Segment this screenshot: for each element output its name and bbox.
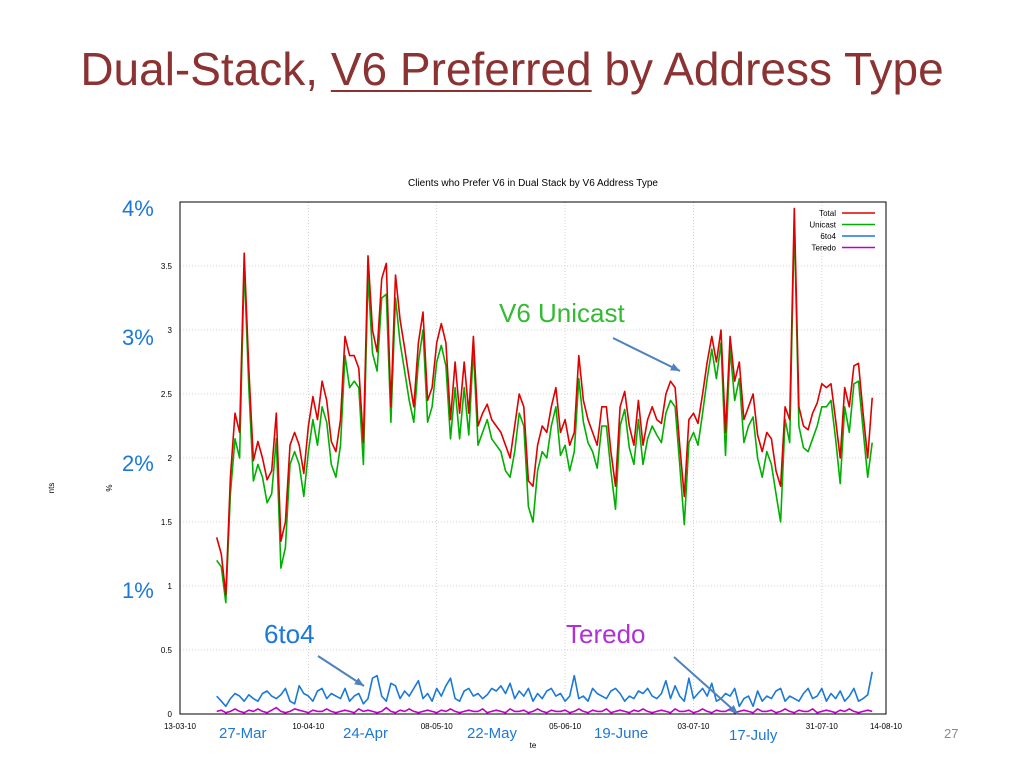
date-label-17-july: 17-July <box>729 727 778 744</box>
x-tick-label: 14-08-10 <box>870 722 903 731</box>
v6-unicast-arrow-head <box>670 363 680 371</box>
y-tick-label: 0.5 <box>161 646 173 655</box>
slide-title: Dual-Stack, V6 Preferred by Address Type <box>40 40 984 98</box>
x-tick-label: 13-03-10 <box>164 722 197 731</box>
plot-frame <box>179 201 887 715</box>
series-line-total <box>215 207 873 596</box>
pct-label-4: 4% <box>122 196 154 221</box>
y-tick-label: 2.5 <box>161 390 173 399</box>
series-line-unicast <box>216 220 873 604</box>
y-tick-label: 1.5 <box>161 518 173 527</box>
teredo-annotation: Teredo <box>566 619 646 649</box>
sixto4-arrow-head <box>354 677 364 686</box>
date-label-27-mar: 27-Mar <box>219 725 267 742</box>
teredo-arrow-head <box>728 704 738 714</box>
y-tick-label: 3 <box>168 326 173 335</box>
title-part-2: by Address Type <box>591 43 944 95</box>
pct-label-1: 1% <box>122 578 154 603</box>
date-label-19-june: 19-June <box>594 725 649 742</box>
teredo-arrow <box>673 656 739 715</box>
y-tick-label: 2 <box>168 454 173 463</box>
x-tick-label: 08-05-10 <box>421 722 454 731</box>
x-axis-label: te <box>530 741 537 750</box>
y-axis-label: %nts <box>47 483 114 494</box>
chart-title: Clients who Prefer V6 in Dual Stack by V… <box>408 178 658 189</box>
series-line-6to4 <box>216 671 873 708</box>
legend-label-total: Total <box>819 209 836 218</box>
legend-label-teredo: Teredo <box>812 244 837 253</box>
legend-label-6to4: 6to4 <box>820 232 836 241</box>
series-line-teredo <box>216 706 873 714</box>
x-tick-label: 05-06-10 <box>549 722 582 731</box>
date-label-24-apr: 24-Apr <box>343 725 389 742</box>
x-tick-label: 31-07-10 <box>806 722 839 731</box>
date-label-22-may: 22-May <box>467 725 518 742</box>
title-underlined: V6 Preferred <box>330 43 592 95</box>
x-tick-label: 03-07-10 <box>677 722 710 731</box>
v6-unicast-arrow <box>612 337 681 372</box>
pct-label-2: 2% <box>122 451 154 476</box>
y-tick-label: 1 <box>168 582 173 591</box>
pct-label-3: 3% <box>122 325 154 350</box>
page-number: 27 <box>944 726 959 741</box>
v6-unicast-annotation: V6 Unicast <box>499 298 625 328</box>
y-tick-label: 0 <box>168 710 173 719</box>
sixto4-annotation: 6to4 <box>264 619 315 649</box>
x-tick-label: 10-04-10 <box>292 722 325 731</box>
y-tick-label: 3.5 <box>161 262 173 271</box>
title-part-1: Dual-Stack, <box>80 43 331 95</box>
legend-label-unicast: Unicast <box>809 221 836 230</box>
